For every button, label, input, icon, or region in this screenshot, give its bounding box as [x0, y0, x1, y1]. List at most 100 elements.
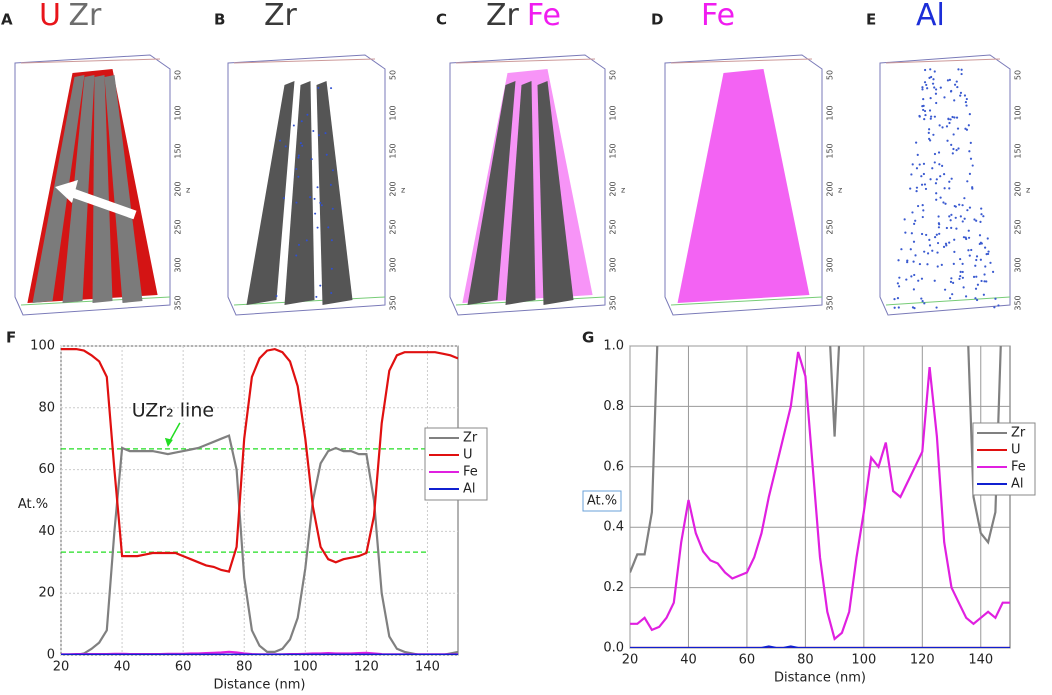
al-dot	[923, 117, 926, 121]
z-tick-label: 350	[609, 295, 618, 310]
panel-letter: F	[6, 329, 16, 347]
al-dot	[975, 255, 979, 258]
al-dot	[284, 145, 287, 148]
al-dot	[935, 192, 938, 195]
al-dot	[984, 265, 987, 268]
annotation-arrow-head	[164, 437, 173, 447]
z-tick-label: 150	[609, 143, 618, 158]
x-tick-label: 60	[739, 653, 756, 668]
z-tick-label: 100	[826, 105, 835, 120]
al-dot	[974, 264, 977, 267]
al-dot	[974, 287, 978, 290]
series-line	[630, 351, 1010, 641]
al-dot	[955, 149, 958, 152]
z-tick-label: 200	[389, 181, 398, 196]
z-tick-label: 100	[389, 105, 398, 120]
panel-title: Zr Fe	[486, 0, 561, 33]
al-dot	[943, 187, 946, 190]
panel-letter: G	[582, 329, 594, 347]
x-tick-label: 20	[622, 653, 639, 668]
z-tick-label: 300	[389, 257, 398, 272]
al-dot	[324, 132, 327, 135]
annotation-arrow	[169, 422, 181, 442]
z-tick-label: 250	[609, 219, 618, 234]
al-dot	[929, 68, 932, 71]
al-dot	[279, 139, 282, 142]
zr-band	[104, 75, 143, 303]
z-tick-label: 300	[174, 257, 183, 272]
al-dot	[956, 127, 960, 130]
al-dot	[893, 306, 896, 309]
al-dot	[994, 297, 997, 300]
al-dot	[316, 226, 319, 229]
al-dot	[922, 172, 925, 176]
y-label-box	[582, 490, 622, 512]
al-dot	[942, 201, 945, 204]
al-dot	[912, 240, 916, 243]
al-dot	[910, 232, 913, 235]
al-dot	[948, 187, 951, 190]
al-dot	[966, 209, 969, 212]
al-dot	[921, 86, 924, 89]
z-tick-label: 50	[826, 70, 835, 80]
al-dot	[934, 92, 938, 95]
z-tick-label: 200	[826, 181, 835, 196]
al-dot	[929, 178, 932, 181]
arrow	[68, 187, 137, 220]
al-dot	[915, 141, 918, 144]
al-dot	[926, 252, 930, 255]
al-dot	[935, 233, 938, 236]
z-tick-label: 200	[609, 181, 618, 196]
al-dot	[953, 238, 956, 241]
plot-area	[629, 345, 1011, 649]
al-dot	[968, 206, 972, 209]
al-dot	[306, 113, 309, 116]
y-tick-label: 0.4	[603, 520, 624, 535]
y-tick-label: 20	[38, 586, 55, 601]
zr-band	[505, 81, 536, 305]
al-dot	[921, 215, 924, 219]
al-dot	[928, 109, 932, 112]
z-tick-label: 150	[1014, 143, 1023, 158]
al-dot	[949, 118, 952, 121]
al-dot	[963, 94, 967, 97]
al-dot	[945, 125, 949, 128]
al-dot	[933, 115, 936, 118]
x-tick-label: 80	[797, 653, 814, 668]
al-dot	[945, 226, 948, 230]
al-dot	[965, 104, 968, 107]
title-part: Zr	[264, 0, 298, 33]
al-dot	[961, 204, 964, 207]
al-dot	[939, 86, 942, 89]
al-dot	[961, 270, 964, 274]
al-dot	[931, 167, 934, 170]
al-dot	[916, 153, 919, 156]
al-dot	[917, 279, 920, 282]
al-dot	[978, 242, 981, 246]
al-dot	[972, 275, 976, 279]
box-frame	[227, 54, 386, 316]
al-dot	[964, 295, 968, 298]
z-tick-label: 250	[389, 219, 398, 234]
al-dot	[911, 306, 915, 309]
al-dot	[940, 263, 943, 266]
al-dot	[975, 219, 978, 222]
al-dot	[330, 239, 333, 242]
al-dot	[967, 249, 970, 252]
al-dot	[962, 286, 965, 289]
al-dot	[297, 243, 300, 246]
al-dot	[967, 236, 971, 239]
box-frame	[449, 54, 606, 316]
al-dot	[941, 126, 944, 129]
al-dot	[923, 109, 927, 113]
al-dot	[934, 182, 938, 185]
al-dot	[946, 139, 949, 142]
zr-band	[62, 75, 95, 303]
al-dot	[982, 293, 985, 296]
al-dot	[928, 76, 931, 79]
al-dot	[935, 178, 938, 181]
x-tick-label: 20	[53, 660, 70, 675]
al-dot	[297, 156, 300, 159]
panel-letter: D	[651, 11, 663, 29]
al-dot	[282, 197, 285, 200]
